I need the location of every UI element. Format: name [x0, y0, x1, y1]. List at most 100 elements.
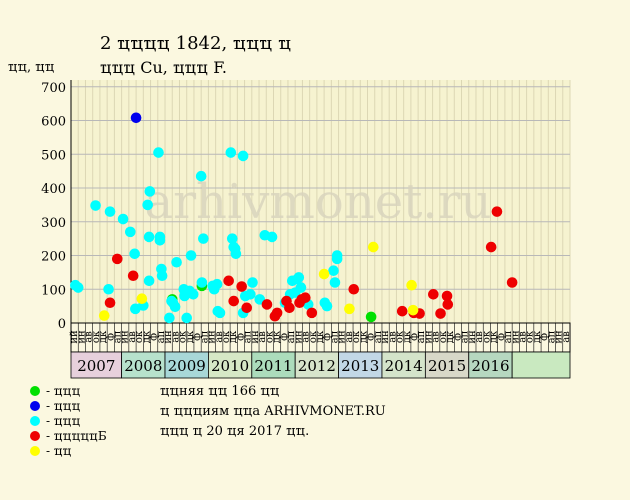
data-point	[72, 282, 84, 293]
legend-marker	[30, 386, 40, 396]
data-point	[198, 233, 209, 244]
year-band	[70, 351, 123, 379]
month-label: ок	[525, 330, 536, 343]
data-point	[348, 283, 360, 295]
data-point	[130, 303, 141, 315]
year-band	[164, 351, 209, 379]
data-point	[266, 231, 278, 243]
data-point	[142, 199, 153, 211]
legend-label: - ҵҵҵҵҵБ	[46, 429, 107, 443]
data-point	[117, 213, 129, 225]
data-point	[98, 310, 110, 321]
month-label: ф	[409, 333, 420, 341]
month-label: ф	[192, 333, 203, 341]
month-label: ф	[279, 333, 290, 341]
month-label: ок	[308, 330, 319, 343]
month-label: ап	[199, 330, 210, 343]
data-point	[195, 170, 207, 182]
month-label: дк	[272, 330, 283, 343]
data-point	[226, 233, 238, 244]
data-point	[367, 241, 379, 253]
month-label: дк	[358, 330, 369, 343]
year-label: 2011	[254, 357, 292, 375]
data-point	[103, 283, 114, 295]
month-label: ин	[554, 330, 565, 344]
year-label: 2016	[471, 357, 509, 375]
month-label: ин	[293, 330, 304, 344]
month-label: ок	[351, 330, 362, 343]
chart-title-line2: ҵҵҵ Cu, ҵҵҵ F.	[100, 58, 227, 77]
month-label: дк	[445, 330, 456, 343]
month-label: ав	[517, 331, 528, 343]
month-label: ин	[76, 330, 87, 344]
year-band	[381, 351, 426, 379]
month-label: дк	[489, 330, 500, 343]
data-point	[406, 279, 417, 291]
legend-marker	[30, 446, 40, 456]
year-band	[338, 351, 383, 379]
month-label: ав	[301, 331, 312, 343]
data-point	[485, 241, 497, 253]
data-point	[245, 289, 256, 300]
data-point	[321, 300, 333, 312]
data-point	[318, 268, 330, 280]
data-point	[293, 272, 305, 283]
data-point	[223, 275, 234, 287]
data-point	[225, 147, 237, 158]
month-label: ок	[264, 330, 275, 343]
year-band	[424, 351, 470, 379]
data-point	[196, 277, 208, 288]
month-label: ок	[481, 330, 492, 343]
month-label: ап	[243, 330, 254, 343]
data-point	[127, 270, 139, 282]
month-label: ок	[395, 330, 406, 343]
month-label: ок	[178, 330, 189, 343]
data-point	[164, 312, 175, 324]
legend-item: - ҵҵҵ	[30, 384, 80, 398]
data-point	[441, 290, 453, 302]
data-point	[104, 297, 116, 309]
month-label: дк	[532, 330, 543, 343]
data-point	[506, 277, 518, 288]
legend-item: - ҵҵҵҵҵБ	[30, 429, 107, 443]
data-point	[407, 304, 419, 316]
data-point	[171, 256, 182, 268]
month-label: ф	[149, 333, 160, 341]
legend-item: - ҵҵ	[30, 444, 71, 458]
data-point	[300, 292, 311, 303]
month-label: ф	[322, 333, 333, 341]
legend-label: - ҵҵҵ	[46, 414, 81, 428]
month-label: ап	[286, 330, 297, 343]
month-label: дк	[98, 330, 109, 343]
data-point	[230, 248, 242, 260]
year-label: 2008	[124, 357, 162, 375]
data-point	[237, 150, 249, 162]
note-source: ҵ ҵҵҵиям ҵҵа ARHIVMONET.RU	[160, 404, 386, 419]
month-label: ап	[113, 330, 124, 343]
watermark: arhivmonet.ru	[144, 174, 491, 230]
year-label: 2013	[341, 357, 379, 375]
month-label: ап	[416, 330, 427, 343]
month-label: ок	[134, 330, 145, 343]
month-label: ав	[387, 331, 398, 343]
y-tick-label: 0	[58, 317, 66, 332]
legend-item: - ҵҵҵ	[30, 399, 80, 413]
data-point	[90, 200, 101, 211]
year-label: 2015	[428, 357, 466, 375]
month-label: ав	[344, 331, 355, 343]
legend-label: - ҵҵҵ	[46, 384, 81, 398]
month-label: ок	[91, 330, 102, 343]
data-point	[284, 302, 295, 314]
month-label: ин	[207, 330, 218, 344]
data-point	[104, 206, 116, 217]
data-point	[153, 147, 164, 158]
data-point	[144, 186, 156, 197]
data-point	[396, 305, 408, 317]
legend-marker	[30, 416, 40, 426]
data-point	[129, 248, 140, 260]
month-label: ин	[120, 330, 131, 344]
month-label: ап	[329, 330, 340, 343]
data-point	[130, 112, 142, 124]
month-label: ав	[561, 331, 572, 343]
data-point	[214, 307, 226, 319]
